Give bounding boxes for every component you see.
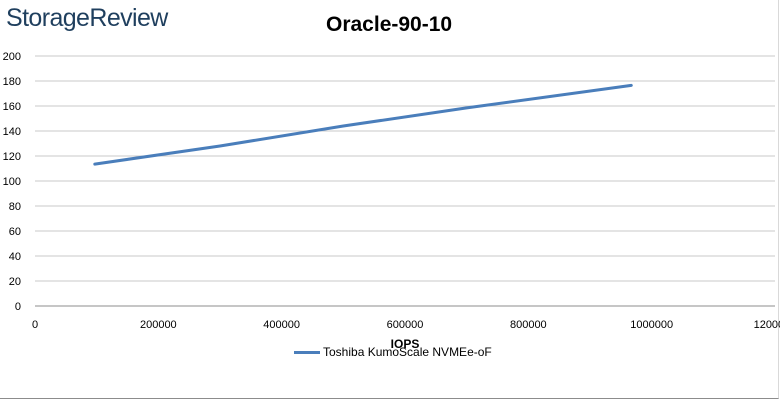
x-tick-label: 800000 — [510, 319, 547, 331]
y-tick-label: 80 — [9, 201, 21, 213]
x-tick-label: 1000000 — [630, 319, 673, 331]
legend: Toshiba KumoScale NVMEe-oF — [294, 345, 492, 359]
x-tick-label: 0 — [32, 319, 38, 331]
series-lines — [93, 83, 633, 166]
legend-swatch — [294, 350, 320, 354]
y-tick-label: 180 — [3, 76, 21, 88]
y-tick-label: 100 — [3, 176, 21, 188]
y-axis-tick-labels: 0 20 40 60 80 100 120 140 160 180 200 — [3, 51, 21, 313]
y-tick-label: 160 — [3, 101, 21, 113]
y-tick-label: 20 — [9, 276, 21, 288]
y-tick-label: 140 — [3, 126, 21, 138]
y-tick-label: 40 — [9, 251, 21, 263]
gridlines — [35, 55, 775, 307]
x-axis-tick-labels: 0 200000 400000 600000 800000 1000000 1200000 — [32, 319, 780, 331]
legend-label: Toshiba KumoScale NVMEe-oF — [323, 345, 492, 359]
x-axis-title: IOPS — [391, 337, 420, 351]
y-tick-label: 0 — [15, 301, 21, 313]
series-line — [93, 83, 633, 166]
chart-title: Oracle-90-10 — [326, 13, 453, 36]
y-tick-label: 200 — [3, 51, 21, 63]
storagereview-logo: StorageReview — [6, 4, 168, 32]
x-tick-label: 200000 — [140, 319, 177, 331]
y-tick-label: 120 — [3, 151, 21, 163]
y-tick-label: 60 — [9, 226, 21, 238]
x-tick-label: 1200000 — [754, 319, 780, 331]
x-tick-label: 600000 — [387, 319, 424, 331]
x-tick-label: 400000 — [263, 319, 300, 331]
